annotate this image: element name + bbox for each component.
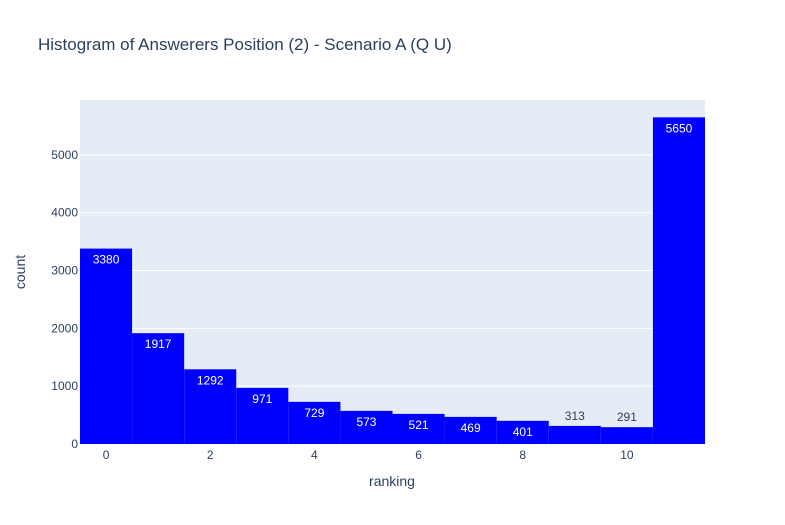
y-tick-label: 1000	[51, 379, 78, 393]
chart-title: Histogram of Answerers Position (2) - Sc…	[38, 35, 452, 54]
x-tick-label: 0	[103, 448, 110, 462]
histogram-bar[interactable]	[236, 387, 289, 444]
bar-value-label: 521	[409, 418, 429, 432]
histogram-bar[interactable]	[132, 333, 185, 444]
bar-value-label: 313	[565, 409, 585, 423]
histogram-bar[interactable]	[184, 369, 237, 444]
bars	[80, 117, 705, 444]
bar-value-label: 1917	[145, 337, 172, 351]
y-axis-title: count	[12, 255, 28, 289]
bar-value-label: 3380	[93, 253, 120, 267]
histogram-bar[interactable]	[444, 416, 497, 444]
x-tick-label: 10	[620, 448, 634, 462]
bar-value-label: 573	[356, 415, 376, 429]
y-tick-label: 5000	[51, 148, 78, 162]
histogram-bar[interactable]	[652, 117, 705, 444]
bar-value-label: 401	[513, 425, 533, 439]
histogram-bar[interactable]	[288, 401, 341, 444]
x-tick-label: 2	[207, 448, 214, 462]
x-tick-label: 4	[311, 448, 318, 462]
x-tick-label: 8	[519, 448, 526, 462]
y-tick-label: 4000	[51, 206, 78, 220]
histogram-bar[interactable]	[496, 420, 549, 444]
histogram-bar[interactable]	[600, 427, 653, 444]
histogram-bar[interactable]	[392, 413, 445, 444]
y-tick-label: 3000	[51, 264, 78, 278]
bar-value-label: 5650	[666, 121, 693, 135]
bar-value-label: 469	[461, 421, 481, 435]
x-axis-title: ranking	[369, 473, 415, 489]
histogram-bar[interactable]	[548, 425, 601, 444]
bar-value-label: 971	[252, 392, 272, 406]
histogram-bar[interactable]	[340, 410, 393, 444]
y-tick-label: 0	[71, 437, 78, 451]
bar-labels: 3380 1917 1292 971 729 573 521 469 401 313 291 5650	[93, 121, 693, 438]
bar-value-label: 291	[617, 410, 637, 424]
bar-value-label: 729	[304, 406, 324, 420]
y-axis-ticks: 0 1000 2000 3000 4000 5000	[51, 148, 78, 451]
x-tick-label: 6	[415, 448, 422, 462]
x-axis-ticks: 0 2 4 6 8 10	[103, 448, 634, 462]
bar-value-label: 1292	[197, 373, 224, 387]
y-tick-label: 2000	[51, 321, 78, 335]
histogram-bar[interactable]	[80, 248, 133, 444]
